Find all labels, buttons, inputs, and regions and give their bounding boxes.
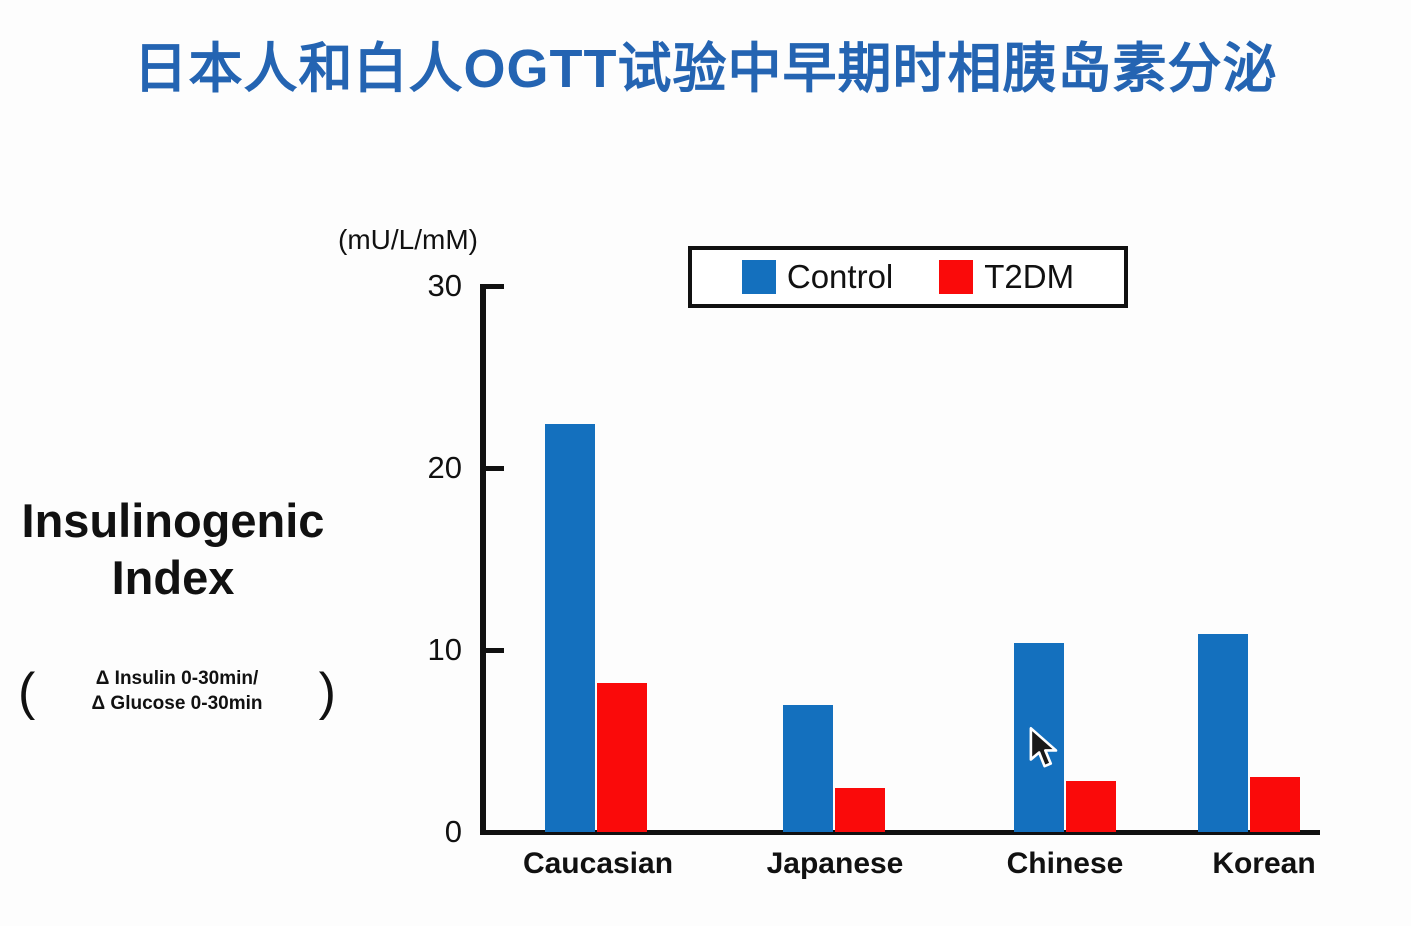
formula-open-paren: ( — [18, 663, 36, 721]
y-tick-label-10: 10 — [427, 632, 462, 667]
x-category-label-chinese: Chinese — [1006, 847, 1124, 880]
slide-title: 日本人和白人OGTT试验中早期时相胰岛素分泌 — [133, 39, 1278, 99]
mouse-cursor-icon — [1029, 727, 1058, 768]
legend-label-control: Control — [786, 258, 894, 295]
chart-left-title: Insulinogenic Index — [8, 492, 338, 607]
y-tick-30 — [480, 283, 504, 289]
y-tick-label-20: 20 — [427, 450, 462, 485]
y-tick-20 — [480, 465, 504, 471]
y-axis-line — [480, 286, 486, 834]
insulinogenic-index-formula: ( Δ Insulin 0-30min/ Δ Glucose 0-30min ) — [18, 666, 336, 718]
bar-t2dm-japanese — [835, 788, 885, 832]
formula-close-paren: ) — [318, 663, 336, 721]
bar-t2dm-korean — [1250, 777, 1300, 832]
bar-control-korean — [1198, 633, 1248, 832]
bar-control-japanese — [783, 704, 833, 832]
formula-line2: Δ Glucose 0-30min — [91, 693, 263, 714]
formula-lines: Δ Insulin 0-30min/ Δ Glucose 0-30min — [92, 667, 263, 716]
y-axis-unit-label: (mU/L/mM) — [338, 224, 478, 255]
left-title-line2: Index — [111, 551, 235, 605]
bar-control-caucasian — [545, 424, 595, 832]
x-category-label-japanese: Japanese — [766, 847, 904, 880]
x-category-label-caucasian: Caucasian — [522, 847, 674, 880]
x-category-label-korean: Korean — [1212, 847, 1316, 880]
legend-swatch-t2dm — [939, 260, 974, 294]
y-tick-label-0: 0 — [444, 814, 462, 849]
chart-legend: Control T2DM — [688, 246, 1128, 308]
legend-label-t2dm: T2DM — [984, 258, 1075, 295]
legend-swatch-control — [741, 260, 776, 294]
x-axis-line — [480, 830, 1320, 835]
bar-t2dm-caucasian — [597, 682, 647, 832]
bar-t2dm-chinese — [1066, 781, 1116, 832]
formula-line1: Δ Insulin 0-30min/ — [95, 668, 259, 690]
left-title-line1: Insulinogenic — [21, 494, 325, 547]
y-tick-10 — [480, 647, 504, 653]
legend-item-control: Control — [741, 258, 894, 296]
legend-item-t2dm: T2DM — [939, 258, 1074, 296]
y-tick-label-30: 30 — [427, 268, 462, 303]
